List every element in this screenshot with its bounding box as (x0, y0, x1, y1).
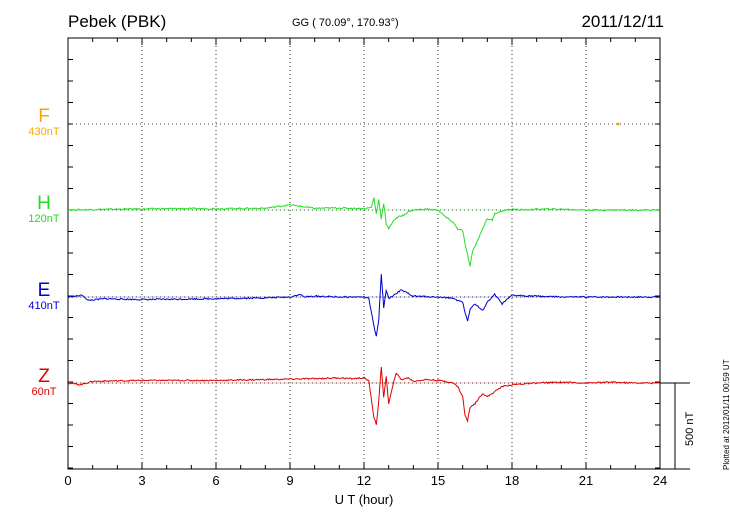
component-scale: 410nT (28, 300, 60, 312)
series-line-z (68, 366, 661, 425)
x-axis-label: U T (hour) (335, 492, 394, 507)
plotted-timestamp: Plotted at 2012/01/11 00:59 UT (722, 359, 730, 470)
series-point-f (616, 122, 620, 126)
component-e-label: E 410nT (19, 281, 69, 313)
component-letter: E (37, 280, 51, 301)
x-tick-label: 9 (286, 473, 293, 488)
date-label: 2011/12/11 (581, 12, 664, 31)
series-line-e (67, 274, 661, 337)
component-scale: 430nT (28, 126, 60, 138)
x-tick-label: 15 (431, 473, 445, 488)
component-z-label: Z 60nT (19, 367, 69, 399)
component-letter: Z (38, 366, 50, 387)
station-title: Pebek (PBK) (68, 12, 167, 31)
series-lines (67, 122, 661, 425)
component-h-label: H 120nT (19, 194, 69, 226)
x-tick-label: 12 (357, 473, 371, 488)
geographic-coordinates: GG ( 70.09°, 170.93°) (292, 17, 399, 29)
scale-bar-label: 500 nT (684, 411, 696, 446)
x-tick-label: 3 (138, 473, 145, 488)
component-letter: F (38, 106, 50, 127)
component-scale: 120nT (28, 213, 60, 225)
scale-bar: 500 nT (660, 382, 696, 470)
x-tick-label: 21 (579, 473, 593, 488)
grid-lines (141, 38, 587, 469)
x-tick-labels: 0 3 6 9 12 15 18 21 24 (64, 473, 667, 488)
component-f-label: F 430nT (19, 107, 69, 139)
component-letter: H (37, 193, 51, 214)
component-scale: 60nT (31, 386, 57, 398)
series-line-h (67, 197, 661, 267)
x-tick-label: 24 (653, 473, 667, 488)
x-tick-label: 6 (212, 473, 219, 488)
x-tick-label: 18 (505, 473, 519, 488)
x-tick-label: 0 (64, 473, 71, 488)
